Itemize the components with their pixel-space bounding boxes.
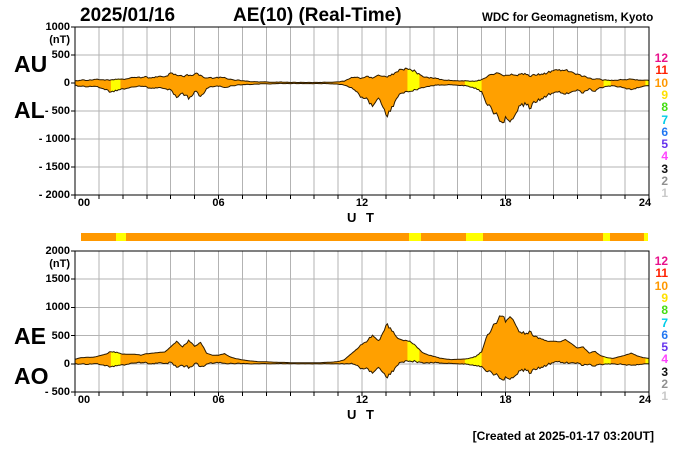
waveform-fill-yellow xyxy=(407,68,420,92)
lower-envelope-line xyxy=(75,359,650,381)
upper-envelope-line xyxy=(74,315,650,364)
y-axis-unit: (nT) xyxy=(49,258,70,270)
station-count-10: 10 xyxy=(654,75,668,90)
station-count-4: 4 xyxy=(661,149,668,164)
x-tick-label: 12 xyxy=(355,394,369,406)
panel-label-al: AL xyxy=(14,97,45,123)
y-tick-label: 0 xyxy=(63,77,70,89)
station-count-10: 10 xyxy=(654,278,668,293)
station-bar-yellow-segment xyxy=(116,233,126,241)
au-al-chart xyxy=(71,26,650,199)
x-tick-label: 06 xyxy=(212,394,225,406)
x-tick-label: 18 xyxy=(499,394,512,406)
waveform-fill-yellow xyxy=(464,352,482,367)
y-tick-label: - 1500 xyxy=(38,161,70,173)
station-count-5: 5 xyxy=(661,137,668,152)
station-count-2: 2 xyxy=(661,174,668,188)
y-tick-label: 1500 xyxy=(45,273,70,286)
panel-label-ae: AE xyxy=(14,323,46,349)
waveform-fill-yellow xyxy=(603,79,611,88)
station-count-1: 1 xyxy=(661,389,668,404)
plot-frame xyxy=(74,26,650,196)
panel-label-au: AU xyxy=(14,51,48,77)
station-count-11: 11 xyxy=(655,63,668,78)
waveform-fill-yellow xyxy=(645,357,649,364)
x-tick-label: 24 xyxy=(638,394,652,406)
page-title: AE(10) (Real-Time) xyxy=(233,5,402,26)
x-tick-label: 24 xyxy=(638,197,652,209)
station-bar-yellow-segment xyxy=(466,233,483,241)
station-count-2: 2 xyxy=(661,377,668,391)
station-count-6: 6 xyxy=(661,327,668,342)
station-count-1: 1 xyxy=(661,186,668,201)
x-tick-label: 06 xyxy=(212,197,225,209)
station-count-5: 5 xyxy=(661,340,668,355)
waveform-fill-yellow xyxy=(645,80,649,86)
y-tick-label: 500 xyxy=(51,49,70,61)
x-axis-title: U T xyxy=(347,210,377,225)
waveform-fill-yellow xyxy=(110,351,121,367)
plot-frame xyxy=(74,250,650,393)
lower-envelope-line xyxy=(74,82,650,124)
waveform-fill xyxy=(75,68,649,123)
y-tick-label: - 500 xyxy=(44,105,70,117)
station-bar-yellow-segment xyxy=(409,233,422,241)
station-bar-yellow-segment xyxy=(603,233,611,241)
y-tick-label: - 500 xyxy=(44,386,70,398)
x-tick-label: 00 xyxy=(77,197,91,209)
y-tick-label: 500 xyxy=(51,329,70,342)
y-tick-label: 1000 xyxy=(45,21,70,33)
waveform-fill-yellow xyxy=(110,79,121,93)
y-tick-label: - 2000 xyxy=(38,189,70,201)
y-tick-label: 0 xyxy=(63,357,70,370)
y-tick-label: - 1000 xyxy=(38,133,70,145)
x-axis-title: U T xyxy=(347,407,377,422)
x-tick-label: 18 xyxy=(499,197,512,209)
x-tick-label: 00 xyxy=(77,394,91,406)
station-count-bar xyxy=(81,233,648,241)
plot-date: 2025/01/16 xyxy=(80,5,176,26)
station-count-3: 3 xyxy=(661,364,668,379)
station-bar-yellow-segment xyxy=(644,233,648,241)
station-count-4: 4 xyxy=(661,352,668,367)
station-count-6: 6 xyxy=(661,124,668,139)
station-count-3: 3 xyxy=(661,161,668,176)
waveform-fill-yellow xyxy=(407,340,420,363)
created-timestamp: [Created at 2025-01-17 03:20UT] xyxy=(472,429,654,443)
upper-envelope-line xyxy=(74,67,650,84)
station-count-9: 9 xyxy=(661,87,668,102)
station-count-7: 7 xyxy=(661,315,668,330)
station-count-9: 9 xyxy=(661,290,668,305)
waveform-fill-yellow xyxy=(603,356,611,365)
ae-ao-chart xyxy=(71,250,650,396)
y-tick-label: 2000 xyxy=(45,245,70,257)
station-count-8: 8 xyxy=(661,100,668,115)
station-count-8: 8 xyxy=(661,303,668,318)
organization-label: WDC for Geomagnetism, Kyoto xyxy=(482,12,654,24)
panel-label-ao: AO xyxy=(14,363,49,389)
y-axis-unit: (nT) xyxy=(49,34,70,46)
station-count-7: 7 xyxy=(661,112,668,127)
waveform-fill xyxy=(75,315,649,381)
waveform-fill-yellow xyxy=(464,79,482,92)
station-count-12: 12 xyxy=(654,51,668,65)
x-tick-label: 12 xyxy=(355,197,369,209)
station-count-12: 12 xyxy=(654,254,668,268)
station-count-11: 11 xyxy=(655,266,668,281)
y-tick-label: 1000 xyxy=(45,301,70,314)
